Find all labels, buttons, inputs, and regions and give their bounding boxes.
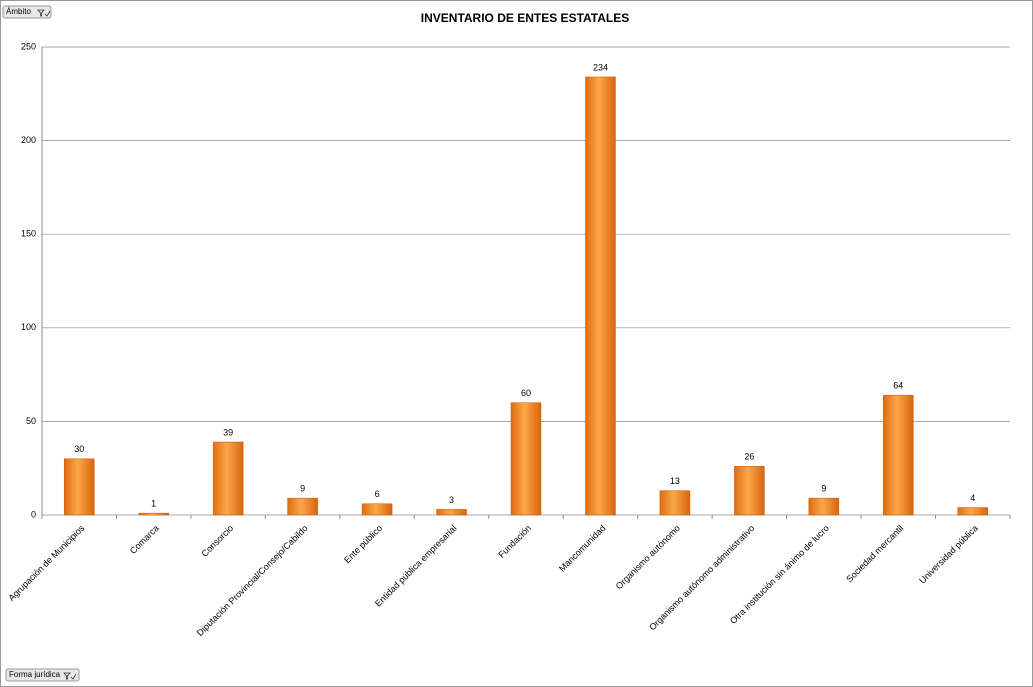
y-tick-label: 250 bbox=[21, 41, 36, 51]
chart-title: INVENTARIO DE ENTES ESTATALES bbox=[421, 11, 629, 25]
data-label: 60 bbox=[521, 388, 531, 398]
y-tick-label: 50 bbox=[26, 416, 36, 426]
filter-button[interactable]: Ámbito bbox=[2, 5, 52, 19]
bar bbox=[734, 466, 765, 516]
data-label: 1 bbox=[151, 499, 156, 509]
data-label: 6 bbox=[375, 489, 380, 499]
bar bbox=[63, 458, 95, 516]
filter-label[interactable]: Forma jurídica bbox=[9, 670, 61, 679]
bar bbox=[287, 497, 318, 516]
y-tick-label: 100 bbox=[21, 322, 36, 332]
data-label: 234 bbox=[593, 62, 608, 72]
data-label: 9 bbox=[300, 484, 305, 494]
bar bbox=[808, 497, 840, 516]
bar bbox=[436, 509, 467, 516]
filter-label[interactable]: Ámbito bbox=[6, 7, 31, 16]
data-label: 39 bbox=[223, 427, 233, 437]
data-label: 26 bbox=[744, 452, 754, 462]
data-label: 3 bbox=[449, 495, 454, 505]
y-tick-label: 200 bbox=[21, 135, 36, 145]
bar bbox=[585, 76, 616, 516]
data-label: 30 bbox=[74, 444, 84, 454]
bar bbox=[510, 402, 542, 516]
data-label: 64 bbox=[893, 381, 903, 391]
data-label: 4 bbox=[970, 493, 975, 503]
bar bbox=[659, 490, 691, 516]
filter-button[interactable]: Forma jurídica bbox=[5, 668, 80, 682]
y-tick-label: 150 bbox=[21, 229, 36, 239]
data-label: 9 bbox=[821, 484, 826, 494]
bar bbox=[138, 512, 169, 516]
bar bbox=[212, 441, 244, 516]
bar bbox=[957, 507, 989, 516]
y-tick-label: 0 bbox=[31, 509, 36, 519]
bar bbox=[361, 503, 393, 516]
data-label: 13 bbox=[670, 476, 680, 486]
bar bbox=[883, 394, 914, 516]
